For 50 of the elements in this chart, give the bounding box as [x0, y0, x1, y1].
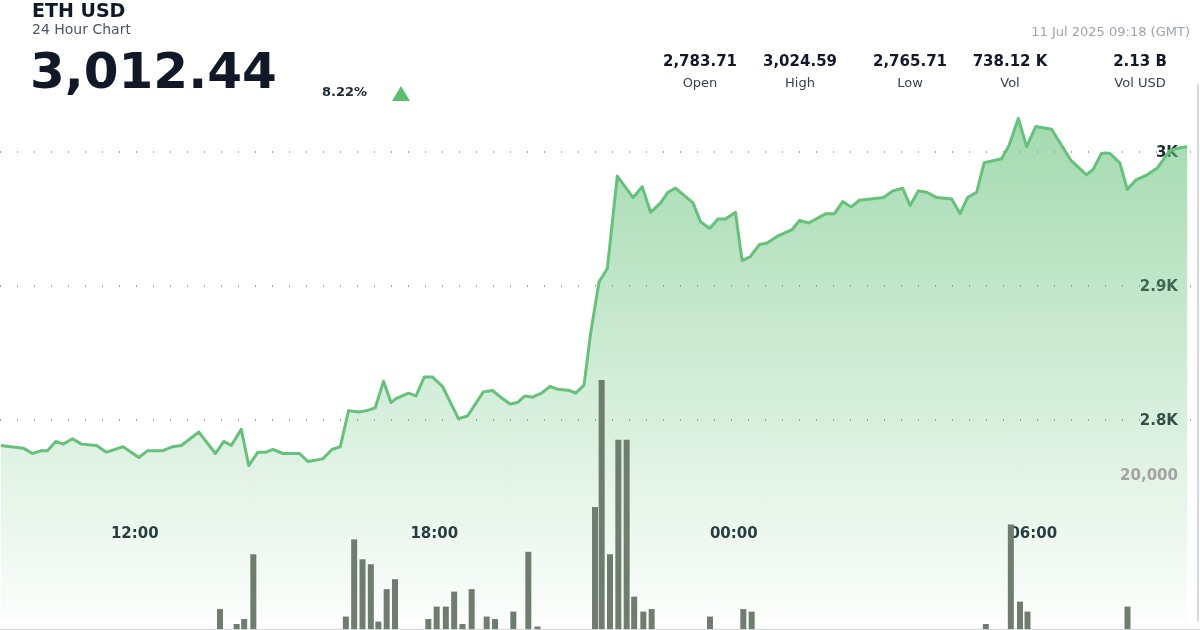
text: 2.13 B	[1112, 52, 1168, 70]
annotation: 20,000	[1120, 466, 1178, 484]
y-tick-label: 2.9K	[1139, 277, 1180, 295]
annotation: 8.22%	[322, 84, 368, 99]
bar	[510, 611, 517, 629]
bar	[1017, 601, 1023, 629]
bar	[1024, 611, 1031, 629]
bar	[640, 611, 647, 629]
x-tick-label: 12:00	[110, 523, 159, 542]
bar	[982, 624, 989, 629]
chart-subtitle: 24 Hour Chart	[32, 21, 131, 37]
bar	[433, 606, 440, 629]
annotation: High	[784, 75, 816, 90]
bar	[425, 619, 432, 629]
annotation: Vol USD	[1113, 75, 1167, 90]
bar	[483, 616, 490, 629]
bar	[525, 551, 532, 629]
bar	[451, 591, 458, 629]
bar	[442, 606, 449, 629]
bar	[740, 609, 747, 629]
chart-title: ETH USD	[32, 0, 126, 21]
bar	[459, 624, 466, 629]
bar	[1124, 606, 1131, 629]
annotation: Open	[681, 75, 719, 90]
bar	[492, 619, 498, 629]
bar	[607, 554, 613, 629]
text: 2,765.71	[872, 52, 948, 70]
bar	[707, 616, 713, 629]
bar	[359, 559, 366, 629]
bar	[342, 616, 349, 629]
bar	[351, 539, 358, 629]
bar	[383, 589, 390, 629]
text: 738.12 K	[971, 52, 1049, 70]
x-tick-label: 00:00	[709, 523, 758, 542]
bar	[250, 554, 257, 629]
y-tick-label: 2.8K	[1139, 411, 1180, 429]
annotation: Low	[896, 75, 924, 90]
bar	[392, 579, 398, 629]
text: 3,024.59	[762, 52, 838, 70]
x-tick-label: 18:00	[410, 523, 459, 542]
text: 2,783.71	[662, 52, 738, 70]
annotation: Vol	[999, 75, 1021, 90]
text: 11 Jul 2025 09:18 (GMT)	[1031, 24, 1190, 39]
bar	[468, 589, 475, 629]
bar	[1007, 524, 1014, 629]
bar	[748, 611, 755, 629]
annotation: 3,012.44	[30, 42, 277, 100]
bar	[648, 609, 655, 629]
bar	[217, 609, 223, 629]
bar	[615, 439, 622, 629]
